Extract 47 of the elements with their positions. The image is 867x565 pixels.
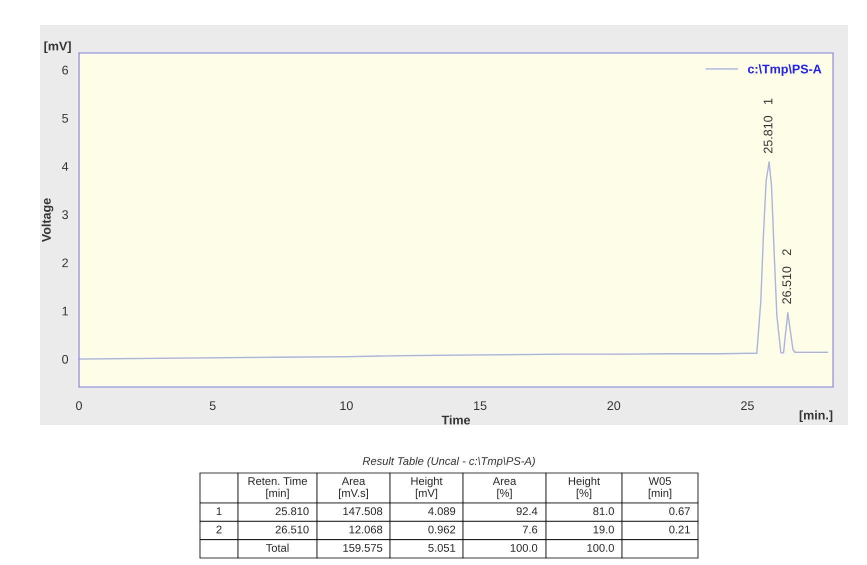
y-tick-label: 4: [62, 162, 68, 171]
text: Area [mV.s]: [339, 477, 368, 500]
text: Area [%]: [492, 477, 516, 500]
text: [min.]: [800, 410, 832, 422]
x-tick-label: 0: [76, 401, 82, 410]
y-tick-label: 5: [62, 114, 68, 123]
text: 26.510: [276, 526, 309, 534]
y-tick-label: 3: [62, 210, 68, 220]
text: 0.21: [669, 526, 690, 534]
legend-label: c:\Tmp\PS-A: [748, 64, 822, 76]
text: Reten. Time [min]: [248, 476, 307, 500]
text: 5.051: [428, 544, 456, 552]
text: 12.068: [350, 526, 382, 534]
text: 1: [216, 507, 222, 516]
text: 100.0: [510, 544, 538, 552]
text: Height [%]: [568, 476, 600, 500]
text: [mV]: [44, 41, 71, 53]
y-axis-title: Voltage: [42, 198, 54, 242]
x-tick-label: 10: [340, 401, 353, 410]
y-tick-label: 6: [62, 66, 68, 75]
x-axis-title: Time: [442, 415, 470, 424]
x-tick-label: 25: [741, 401, 754, 410]
text: Result Table (Uncal - c:\Tmp\PS-A): [362, 456, 535, 468]
text: 100.0: [587, 544, 614, 552]
y-tick-label: 2: [62, 258, 68, 268]
x-tick-label: 20: [607, 401, 620, 410]
text: 0.67: [669, 507, 690, 516]
text: Total: [266, 544, 288, 552]
line-series: [79, 161, 828, 360]
annotation: 25.810 1: [764, 98, 772, 154]
y-tick-label: 0: [62, 354, 68, 364]
text: 147.508: [343, 507, 382, 516]
text: 0.962: [428, 526, 456, 534]
text: W05 [min]: [648, 477, 672, 500]
text: 19.0: [594, 526, 614, 534]
text: 92.4: [516, 507, 538, 516]
text: 4.089: [428, 507, 456, 516]
annotation: 26.510 2: [782, 249, 792, 304]
x-tick-label: 15: [474, 401, 486, 410]
y-tick-label: 1: [62, 306, 68, 316]
text: 81.0: [593, 507, 614, 516]
text: 2: [216, 526, 222, 534]
text: Height [mV]: [411, 476, 442, 500]
text: 7.6: [522, 526, 538, 534]
text: 25.810: [276, 507, 309, 516]
x-tick-label: 5: [210, 401, 216, 410]
text: 159.575: [343, 544, 382, 552]
